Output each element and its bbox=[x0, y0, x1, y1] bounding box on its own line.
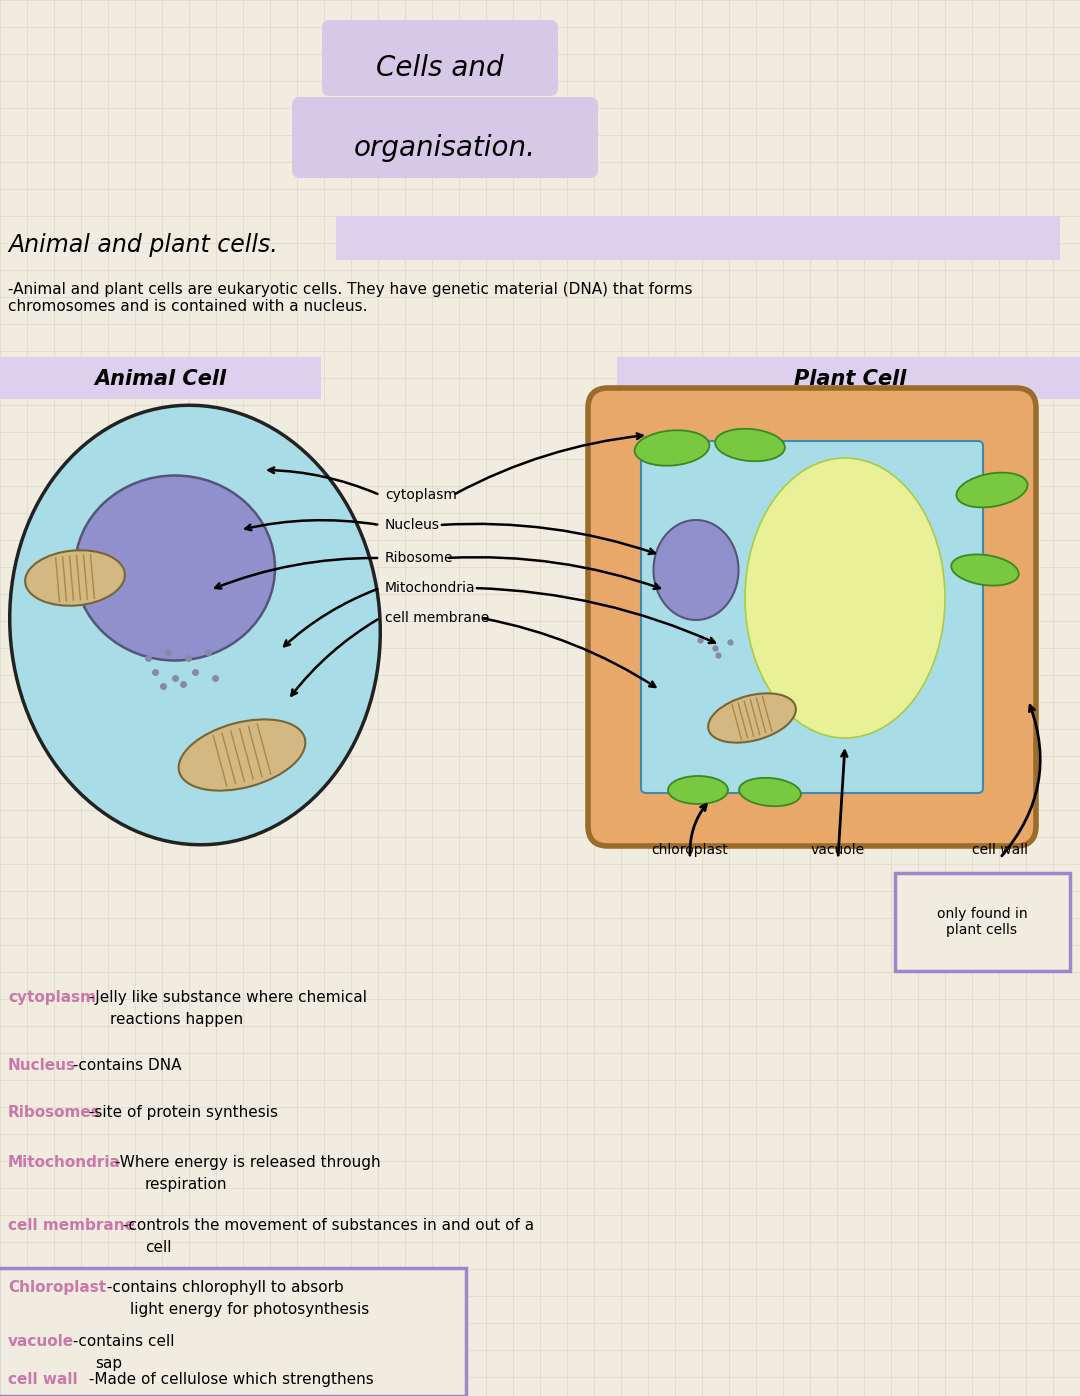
Text: Ribosome: Ribosome bbox=[384, 551, 454, 565]
Ellipse shape bbox=[669, 776, 728, 804]
Text: cell: cell bbox=[145, 1240, 172, 1255]
Text: cytoplasm: cytoplasm bbox=[384, 489, 457, 503]
Text: -Jelly like substance where chemical: -Jelly like substance where chemical bbox=[84, 990, 367, 1005]
FancyBboxPatch shape bbox=[642, 441, 983, 793]
Text: -Where energy is released through: -Where energy is released through bbox=[110, 1154, 380, 1170]
Text: organisation.: organisation. bbox=[354, 134, 536, 162]
Text: only found in
plant cells: only found in plant cells bbox=[936, 907, 1027, 937]
Text: -contains DNA: -contains DNA bbox=[67, 1058, 181, 1074]
Text: -Made of cellulose which strengthens: -Made of cellulose which strengthens bbox=[84, 1372, 375, 1388]
Text: Cells and: Cells and bbox=[376, 54, 503, 82]
Ellipse shape bbox=[25, 550, 125, 606]
FancyBboxPatch shape bbox=[588, 388, 1036, 846]
Text: light energy for photosynthesis: light energy for photosynthesis bbox=[130, 1302, 369, 1316]
Text: Ribosomes: Ribosomes bbox=[8, 1106, 100, 1120]
Ellipse shape bbox=[951, 554, 1018, 585]
Ellipse shape bbox=[653, 519, 739, 620]
Ellipse shape bbox=[957, 473, 1027, 507]
FancyBboxPatch shape bbox=[336, 216, 1059, 260]
Ellipse shape bbox=[75, 476, 275, 660]
Text: -contains chlorophyll to absorb: -contains chlorophyll to absorb bbox=[102, 1280, 343, 1295]
Text: cell wall: cell wall bbox=[972, 843, 1028, 857]
Text: cell wall: cell wall bbox=[8, 1372, 78, 1388]
FancyBboxPatch shape bbox=[895, 872, 1070, 972]
Ellipse shape bbox=[745, 458, 945, 738]
Ellipse shape bbox=[715, 429, 785, 461]
FancyBboxPatch shape bbox=[617, 357, 1080, 399]
Text: sap: sap bbox=[95, 1356, 122, 1371]
Ellipse shape bbox=[739, 778, 801, 807]
Ellipse shape bbox=[178, 719, 306, 790]
Text: Chloroplast: Chloroplast bbox=[8, 1280, 106, 1295]
Text: -contains cell: -contains cell bbox=[67, 1335, 174, 1349]
Text: Animal and plant cells.: Animal and plant cells. bbox=[8, 233, 278, 257]
Text: reactions happen: reactions happen bbox=[110, 1012, 243, 1027]
Text: Mitochondria: Mitochondria bbox=[384, 581, 475, 595]
Text: cell membrane: cell membrane bbox=[8, 1217, 135, 1233]
FancyBboxPatch shape bbox=[292, 96, 598, 179]
FancyBboxPatch shape bbox=[0, 1268, 465, 1396]
Text: vacuole: vacuole bbox=[811, 843, 865, 857]
Text: cytoplasm: cytoplasm bbox=[8, 990, 96, 1005]
Text: Nucleus: Nucleus bbox=[8, 1058, 76, 1074]
Ellipse shape bbox=[635, 430, 710, 466]
Ellipse shape bbox=[708, 694, 796, 743]
Text: Mitochondria: Mitochondria bbox=[8, 1154, 121, 1170]
Text: -controls the movement of substances in and out of a: -controls the movement of substances in … bbox=[119, 1217, 535, 1233]
Text: -Animal and plant cells are eukaryotic cells. They have genetic material (DNA) t: -Animal and plant cells are eukaryotic c… bbox=[8, 282, 692, 314]
Text: respiration: respiration bbox=[145, 1177, 228, 1192]
Text: vacuole: vacuole bbox=[8, 1335, 75, 1349]
FancyBboxPatch shape bbox=[0, 357, 321, 399]
Text: -site of protein synthesis: -site of protein synthesis bbox=[84, 1106, 279, 1120]
FancyBboxPatch shape bbox=[322, 20, 558, 96]
Text: Animal Cell: Animal Cell bbox=[94, 369, 226, 389]
Text: Plant Cell: Plant Cell bbox=[794, 369, 906, 389]
Text: cell membrane: cell membrane bbox=[384, 611, 489, 625]
Text: chloroplast: chloroplast bbox=[651, 843, 728, 857]
Ellipse shape bbox=[10, 405, 380, 845]
Text: Nucleus: Nucleus bbox=[384, 518, 440, 532]
